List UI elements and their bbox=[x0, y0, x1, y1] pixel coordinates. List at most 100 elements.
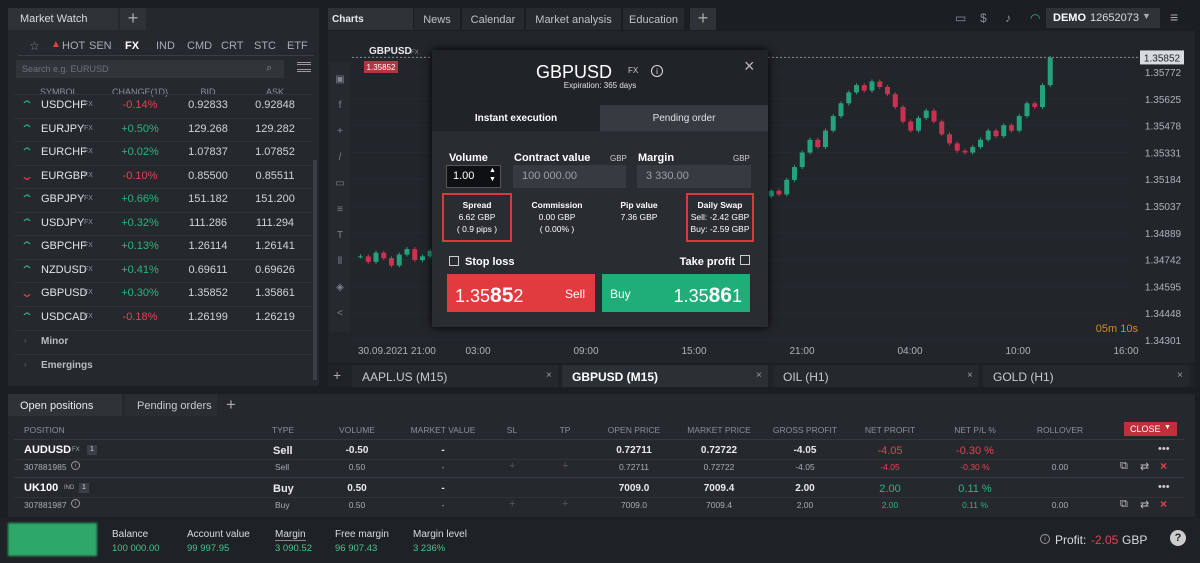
symbol[interactable]: USDCHF bbox=[41, 99, 87, 111]
price-part: 2 bbox=[513, 286, 524, 306]
tick-arrow: ⌃ bbox=[19, 262, 35, 277]
close-position[interactable]: × bbox=[1160, 459, 1168, 473]
row-action[interactable]: ⧉ bbox=[1120, 498, 1128, 510]
close-position[interactable]: × bbox=[1160, 497, 1168, 511]
column-header: NET P/L % bbox=[954, 425, 996, 435]
buy-button[interactable] bbox=[602, 274, 750, 312]
position-symbol[interactable]: AUDUSD bbox=[24, 444, 72, 456]
account-box[interactable] bbox=[1046, 8, 1160, 28]
symbol[interactable]: EURGBP bbox=[41, 169, 88, 182]
market-tab[interactable]: IND bbox=[156, 40, 175, 52]
market-tab[interactable]: STC bbox=[254, 40, 276, 52]
symbol[interactable]: USDCAD bbox=[41, 310, 88, 323]
add-tab-button[interactable]: + bbox=[690, 8, 716, 30]
chart-tab[interactable] bbox=[983, 365, 1189, 387]
change: +0.41% bbox=[121, 263, 159, 276]
symbol[interactable]: EURJPY bbox=[41, 122, 85, 135]
list-icon[interactable] bbox=[297, 62, 311, 72]
candle bbox=[916, 117, 921, 131]
add-tab-button[interactable]: + bbox=[226, 395, 236, 414]
chart-tab-close[interactable]: × bbox=[756, 370, 762, 381]
market-tab[interactable]: SEN bbox=[89, 40, 112, 52]
symbol[interactable]: GBPCHF bbox=[41, 240, 87, 252]
chart-tab-close[interactable]: × bbox=[1177, 370, 1183, 381]
chart-tab[interactable] bbox=[562, 365, 768, 387]
symbol[interactable]: GBPUSD bbox=[41, 287, 88, 299]
add-tab-button[interactable]: + bbox=[120, 8, 146, 30]
market-tab[interactable]: FX bbox=[125, 40, 140, 52]
dialog-tab[interactable] bbox=[600, 105, 768, 131]
position-count: 1 bbox=[79, 483, 89, 493]
add-sl-tp[interactable]: + bbox=[509, 460, 516, 472]
market-tab[interactable]: CMD bbox=[187, 40, 213, 52]
dialog-tab[interactable] bbox=[432, 105, 600, 131]
symbol[interactable]: GBPJPY bbox=[41, 193, 85, 205]
volume-input[interactable] bbox=[446, 165, 501, 188]
ask: 1.35861 bbox=[255, 287, 295, 299]
dialog-close[interactable]: × bbox=[744, 56, 755, 76]
group-name[interactable]: Emergings bbox=[41, 360, 93, 371]
add-chart-tab[interactable]: + bbox=[333, 367, 342, 383]
top-icon[interactable]: ◠ bbox=[1030, 11, 1041, 25]
stop-loss-checkbox[interactable] bbox=[449, 256, 459, 266]
market-tab[interactable]: CRT bbox=[221, 40, 244, 52]
candle bbox=[854, 85, 859, 93]
more-icon[interactable]: ••• bbox=[1158, 481, 1170, 493]
chart-tab[interactable] bbox=[773, 365, 979, 387]
chart-tab[interactable] bbox=[352, 365, 558, 387]
positions-tab[interactable] bbox=[8, 394, 122, 416]
row-separator bbox=[14, 117, 312, 119]
top-icon[interactable]: $ bbox=[980, 11, 987, 25]
group-name[interactable]: Minor bbox=[41, 336, 69, 347]
top-tab-label[interactable]: Education bbox=[629, 14, 678, 26]
highlight-frame bbox=[686, 193, 754, 242]
more-icon[interactable]: ••• bbox=[1158, 443, 1170, 455]
add-sl-tp[interactable]: + bbox=[562, 460, 569, 472]
top-tab-label[interactable]: Market analysis bbox=[535, 14, 612, 26]
add-sl-tp[interactable]: + bbox=[562, 498, 569, 510]
tick-arrow: ⌃ bbox=[19, 192, 35, 206]
account-stat-value: 3 090.52 bbox=[275, 543, 312, 554]
switch-account-button[interactable] bbox=[8, 523, 97, 556]
tool-icon: ▭ bbox=[335, 178, 344, 189]
add-sl-tp[interactable]: + bbox=[509, 498, 516, 510]
charts-label[interactable]: Charts bbox=[332, 14, 364, 25]
column-header: SL bbox=[506, 425, 518, 435]
chart-tab-close[interactable]: × bbox=[546, 370, 552, 381]
symbol[interactable]: NZDUSD bbox=[41, 263, 87, 276]
y-tick-label: 1.34301 bbox=[1145, 336, 1182, 347]
row-action[interactable]: ⧉ bbox=[1120, 460, 1128, 472]
top-tab-label[interactable]: Calendar bbox=[470, 14, 516, 26]
sell-button[interactable] bbox=[447, 274, 595, 312]
column-header: SYMBOL bbox=[40, 87, 78, 97]
symbol[interactable]: EURCHF bbox=[41, 146, 87, 158]
bid: 111.286 bbox=[188, 216, 228, 229]
market-tab[interactable]: HOT bbox=[62, 40, 86, 52]
menu-icon[interactable]: ≡ bbox=[1170, 9, 1179, 25]
market-tab[interactable]: ETF bbox=[287, 40, 308, 52]
buy-label: Buy bbox=[610, 287, 631, 301]
position-symbol[interactable]: UK100 bbox=[24, 482, 59, 494]
row-action[interactable]: ⇄ bbox=[1140, 499, 1150, 511]
chart-tab-label: GOLD (H1) bbox=[993, 370, 1054, 384]
close-all-button[interactable] bbox=[1124, 422, 1177, 436]
row-separator bbox=[14, 188, 312, 189]
symbol[interactable]: USDJPY bbox=[41, 216, 85, 229]
top-tab-label[interactable]: News bbox=[423, 14, 451, 26]
info-label: Commission bbox=[531, 200, 583, 210]
account-stat-label: Balance bbox=[112, 529, 149, 540]
help-button[interactable]: ? bbox=[1170, 530, 1186, 546]
candle bbox=[931, 110, 937, 122]
price-part: 86 bbox=[708, 284, 732, 307]
detail-separator bbox=[14, 459, 1184, 460]
chart-tab-close[interactable]: × bbox=[967, 370, 973, 381]
top-icon[interactable]: ▭ bbox=[955, 11, 967, 25]
take-profit-checkbox[interactable] bbox=[740, 255, 750, 265]
chart-price-box bbox=[364, 61, 398, 73]
row-action[interactable]: ⇄ bbox=[1140, 461, 1150, 473]
search-box[interactable] bbox=[16, 60, 284, 78]
candle bbox=[1032, 103, 1038, 107]
positions-tab[interactable] bbox=[125, 394, 217, 416]
top-icon[interactable]: ♪ bbox=[1005, 11, 1011, 25]
